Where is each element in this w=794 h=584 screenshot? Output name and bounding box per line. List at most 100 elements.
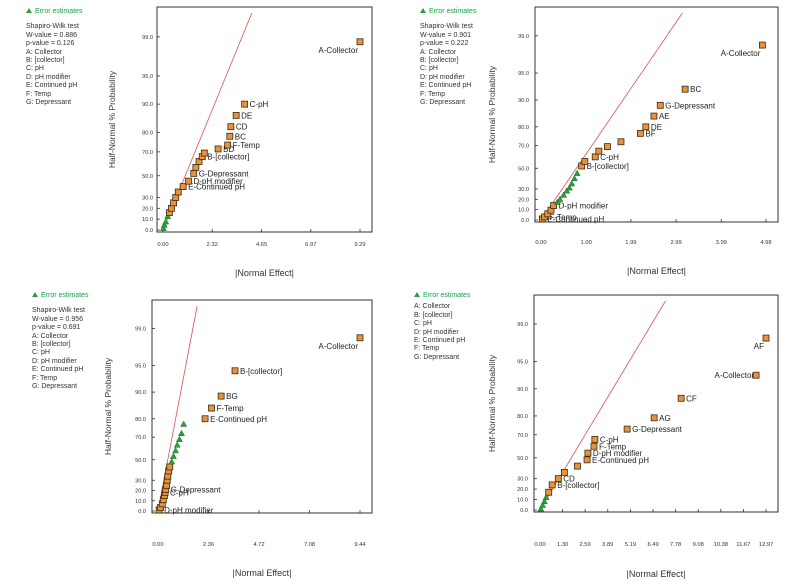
effect-point xyxy=(595,147,603,155)
x-tick-label: 2.32 xyxy=(207,242,218,248)
effect-point xyxy=(231,367,239,375)
y-tick-label: 0.0 xyxy=(145,228,153,234)
chart-panel-1: 0.0 10.0 20.0 30.0 50.0 70.0 80.0 90.0 95.0 99.0 0… xyxy=(107,6,373,278)
error-estimate-point xyxy=(553,198,561,205)
y-tick-label: 20.0 xyxy=(142,206,153,212)
point-label: B-[collector] xyxy=(207,153,249,162)
error-estimate-point xyxy=(539,501,547,508)
legend-line: A: Collector xyxy=(420,48,457,56)
effect-point xyxy=(584,449,592,457)
triangle-icon xyxy=(414,292,420,297)
legend-panel-1: Error estimates Shapiro-Wilk test W-valu… xyxy=(26,8,82,107)
x-tick-label: 9.29 xyxy=(354,242,365,248)
y-tick-label: 30.0 xyxy=(135,478,146,484)
legend-line: D: pH modifier xyxy=(420,73,465,81)
legend-line: Shapiro-Wilk test xyxy=(32,307,85,315)
effect-point xyxy=(548,481,556,489)
error-estimate-point xyxy=(540,497,548,505)
legend-line: D: pH modifier xyxy=(414,328,459,336)
point-label: A-Collector xyxy=(318,342,358,351)
legend-line: C: pH xyxy=(414,320,432,328)
effect-point xyxy=(752,371,760,379)
point-label: AG xyxy=(659,414,671,423)
point-label: A-Collector xyxy=(318,46,358,55)
effect-point xyxy=(232,112,240,119)
effect-point xyxy=(591,153,599,161)
effect-point xyxy=(650,414,658,422)
point-label: E-Continued pH xyxy=(188,183,245,192)
legend-line: W-value = 0.956 xyxy=(32,315,84,323)
x-tick-label: 9.08 xyxy=(693,542,704,548)
effect-point xyxy=(166,463,174,471)
effect-point xyxy=(581,158,589,165)
legend-line: C: pH xyxy=(32,349,50,357)
y-tick-label: 20.0 xyxy=(517,487,528,493)
effect-point xyxy=(650,112,658,120)
x-tick-label: 12.97 xyxy=(759,542,774,548)
y-tick-label: 30.0 xyxy=(518,187,529,193)
legend-line: G: Depressant xyxy=(414,353,460,361)
normal-fit-line xyxy=(540,12,683,221)
y-tick-label: 10.0 xyxy=(518,208,529,214)
point-label: D-pH modifier xyxy=(593,449,643,458)
error-estimate-point xyxy=(568,180,576,187)
point-label: B-[collector] xyxy=(557,481,599,490)
x-tick-label: 6.49 xyxy=(647,542,658,548)
error-estimate-point xyxy=(566,184,573,191)
y-axis-title: Half-Normal % Probability xyxy=(487,65,497,163)
effect-point xyxy=(636,129,644,137)
normal-fit-line xyxy=(539,300,666,511)
point-label: F-Temp xyxy=(599,442,627,451)
plot-frame xyxy=(151,299,373,514)
legend-line: F: Temp xyxy=(26,90,52,98)
point-label: D-pH modifier xyxy=(193,177,243,186)
effect-point xyxy=(192,163,200,171)
error-estimate-point xyxy=(573,169,581,176)
point-label: B-[collector] xyxy=(240,367,282,376)
x-tick-label: 9.44 xyxy=(354,542,366,548)
x-axis-title: |Normal Effect| xyxy=(626,569,685,579)
legend-line: D: pH modifier xyxy=(26,73,71,81)
x-tick-label: 4.72 xyxy=(253,542,264,548)
legend-line: p-value = 0.691 xyxy=(32,324,81,332)
x-tick-label: 2.59 xyxy=(579,542,590,548)
legend-line: B: [collector] xyxy=(414,311,453,319)
effect-point xyxy=(356,38,364,46)
legend-line: E: Continued pH xyxy=(32,366,84,374)
point-label: D-pH modifier xyxy=(164,506,214,515)
point-label: BF xyxy=(645,129,655,138)
y-tick-label: 50.0 xyxy=(135,458,146,464)
y-axis-title: Half-Normal % Probability xyxy=(107,70,117,168)
error-estimates-label: Error estimates xyxy=(423,292,471,299)
y-tick-label: 80.0 xyxy=(135,417,146,423)
y-tick-label: 0.0 xyxy=(521,218,529,224)
y-tick-label: 80.0 xyxy=(517,414,528,420)
y-tick-label: 80.0 xyxy=(518,125,529,131)
x-tick-label: 0.00 xyxy=(535,240,546,246)
x-tick-label: 10.38 xyxy=(714,542,729,548)
effect-point xyxy=(241,100,249,108)
point-label: DE xyxy=(241,111,252,120)
legend-line: Shapiro-Wilk test xyxy=(420,23,473,31)
x-tick-label: 7.78 xyxy=(670,542,681,548)
y-tick-label: 99.0 xyxy=(142,35,153,41)
legend-panel-2: Error estimates Shapiro-Wilk test W-valu… xyxy=(420,8,476,107)
point-label: DE xyxy=(651,123,662,132)
error-estimate-point xyxy=(571,174,578,182)
error-estimate-point xyxy=(175,435,183,442)
chart-panel-2: 0.0 10.0 20.0 30.0 50.0 70.0 80.0 90.0 95.0 99.0 0… xyxy=(487,6,779,276)
error-estimate-point xyxy=(537,505,545,512)
legend-line: F: Temp xyxy=(32,374,58,382)
y-tick-label: 10.0 xyxy=(135,499,146,505)
effect-point xyxy=(545,488,553,496)
plot-frame xyxy=(156,6,373,233)
y-tick-label: 30.0 xyxy=(517,477,528,483)
x-axis-title: |Normal Effect| xyxy=(232,568,291,578)
y-tick-label: 0.0 xyxy=(138,509,146,515)
y-tick-label: 90.0 xyxy=(142,102,153,108)
error-estimate-point xyxy=(168,458,176,465)
effect-point xyxy=(200,149,208,157)
legend-line: F: Temp xyxy=(414,345,440,353)
legend-line: E: Continued pH xyxy=(420,82,472,90)
